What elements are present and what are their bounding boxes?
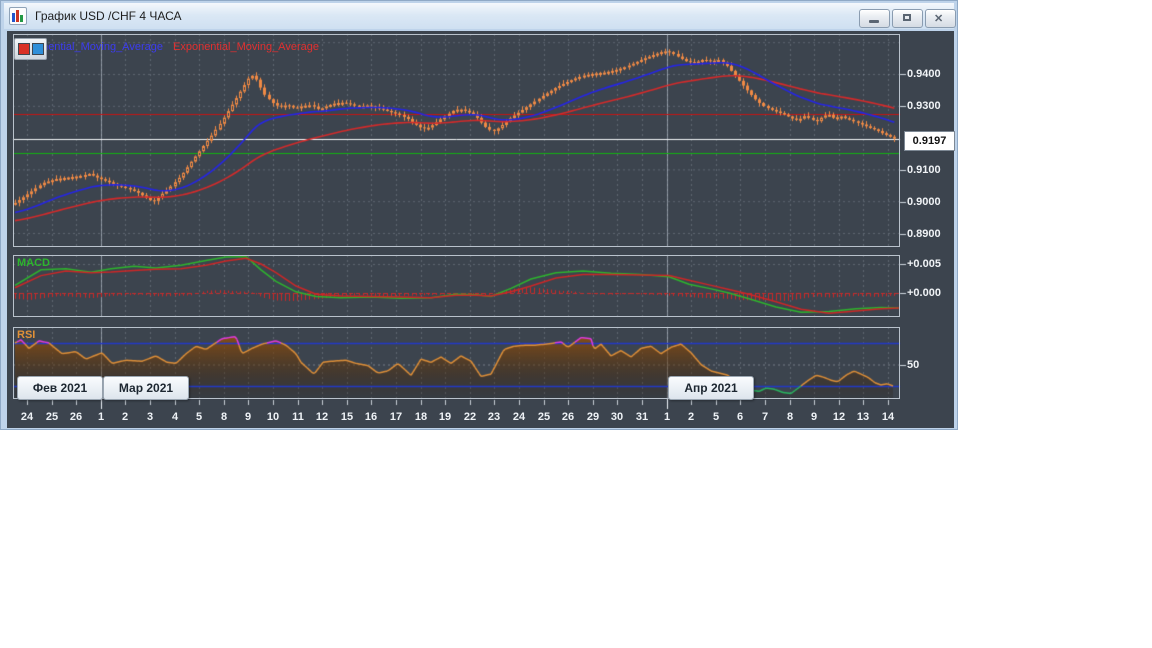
date-axis-label: 26: [69, 411, 83, 423]
close-icon[interactable]: ✕: [925, 9, 956, 28]
date-axis-label: 1: [97, 411, 105, 423]
red-indicator-button[interactable]: [18, 43, 30, 55]
legend-ema-slow: Exponential_Moving_Average: [173, 41, 319, 53]
date-axis-label: 4: [171, 411, 179, 423]
date-axis-label: 7: [761, 411, 769, 423]
date-axis-label: 15: [340, 411, 354, 423]
maximize-icon[interactable]: [892, 9, 923, 28]
date-axis-label: 12: [315, 411, 329, 423]
chart-canvas[interactable]: [7, 31, 954, 428]
rsi-panel-label: RSI: [17, 329, 36, 341]
date-axis-label: 8: [786, 411, 794, 423]
month-flag: Мар 2021: [103, 376, 189, 400]
date-axis-label: 17: [389, 411, 403, 423]
date-axis-label: 2: [687, 411, 695, 423]
date-axis-label: 24: [20, 411, 34, 423]
date-axis-label: 22: [463, 411, 477, 423]
date-axis-label: 2: [121, 411, 129, 423]
date-axis-label: 26: [561, 411, 575, 423]
macd-axis-label: +0.005: [907, 258, 941, 270]
month-flag: Фев 2021: [17, 376, 103, 400]
date-axis-label: 31: [635, 411, 649, 423]
macd-axis-label: +0.000: [907, 287, 941, 299]
date-axis-label: 12: [832, 411, 846, 423]
rsi-axis-label: 50: [907, 359, 920, 371]
date-axis-label: 5: [195, 411, 203, 423]
date-axis-label: 14: [881, 411, 895, 423]
minimize-icon[interactable]: [859, 9, 890, 28]
date-axis-label: 6: [736, 411, 744, 423]
price-axis-label: 0.8900: [907, 228, 941, 240]
date-axis-label: 16: [364, 411, 378, 423]
date-axis-label: 13: [856, 411, 870, 423]
chart-client-area: [7, 31, 954, 428]
price-axis-label: 0.9000: [907, 196, 941, 208]
date-axis-label: 5: [712, 411, 720, 423]
price-axis-label: 0.9400: [907, 68, 941, 80]
date-axis-label: 30: [610, 411, 624, 423]
date-axis-label: 10: [266, 411, 280, 423]
chart-icon: [9, 7, 27, 25]
date-axis-label: 8: [220, 411, 228, 423]
indicator-buttons: [14, 38, 47, 60]
date-axis-label: 23: [487, 411, 501, 423]
date-axis-label: 9: [810, 411, 818, 423]
date-axis-label: 29: [586, 411, 600, 423]
legend-ema-fast: Exponential_Moving_Average: [17, 41, 163, 53]
chart-window: График USD /CHF 4 ЧАСА ✕ Exponential_Mov…: [0, 0, 958, 430]
price-axis-label: 0.9300: [907, 100, 941, 112]
date-axis-label: 19: [438, 411, 452, 423]
month-flag: Апр 2021: [668, 376, 754, 400]
date-axis-label: 1: [663, 411, 671, 423]
window-titlebar[interactable]: График USD /CHF 4 ЧАСА ✕: [4, 3, 956, 29]
date-axis-label: 9: [244, 411, 252, 423]
current-price-badge: 0.9197: [904, 131, 955, 151]
blue-indicator-button[interactable]: [32, 43, 44, 55]
date-axis-label: 11: [292, 411, 304, 423]
date-axis-label: 25: [537, 411, 551, 423]
date-axis-label: 18: [414, 411, 428, 423]
price-axis-label: 0.9100: [907, 164, 941, 176]
window-title: График USD /CHF 4 ЧАСА: [35, 9, 182, 23]
date-axis-label: 3: [146, 411, 154, 423]
date-axis-label: 24: [512, 411, 526, 423]
date-axis-label: 25: [45, 411, 59, 423]
macd-panel-label: MACD: [17, 257, 50, 269]
